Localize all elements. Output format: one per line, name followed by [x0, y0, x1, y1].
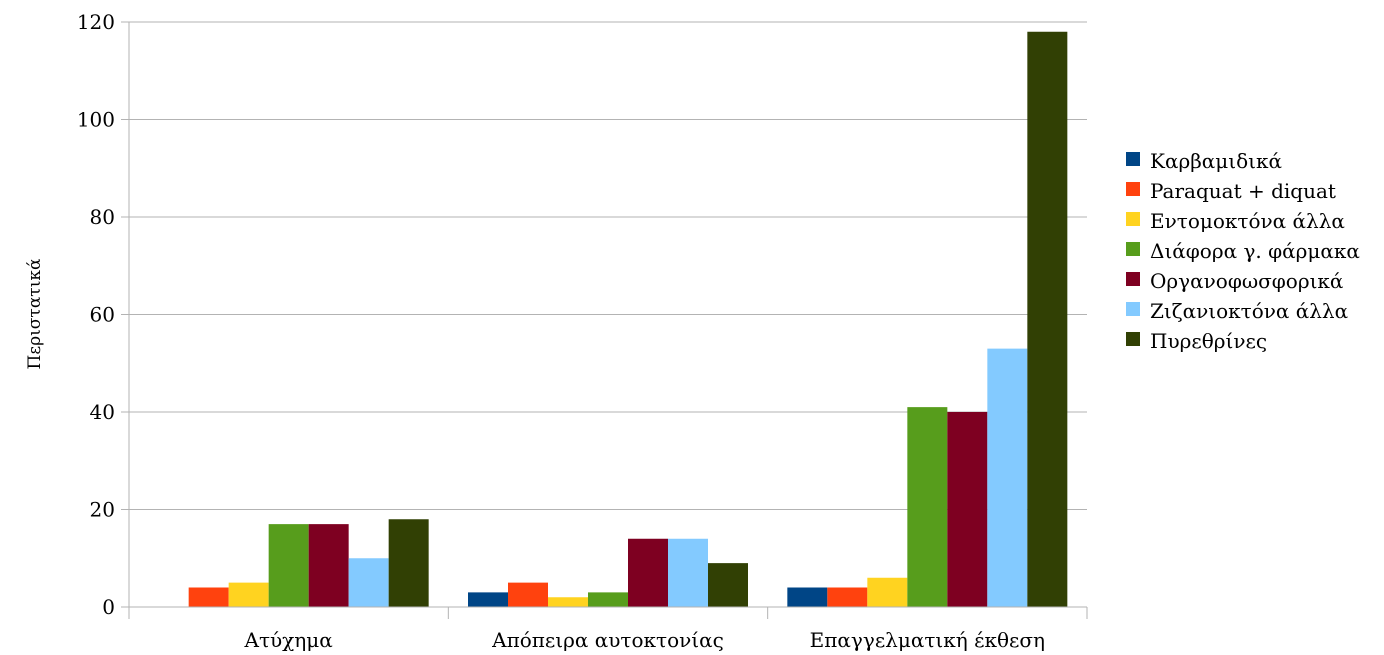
bar-6-2 — [668, 538, 708, 607]
bar-3-1 — [228, 582, 269, 607]
x-category-label: Ατύχημα — [244, 628, 333, 652]
axes — [128, 22, 1088, 619]
y-tick-label: 0 — [102, 595, 115, 619]
y-axis-title: Περιστατικά — [25, 258, 45, 369]
legend-swatch — [1126, 332, 1140, 346]
bar-5-1 — [308, 524, 349, 607]
legend-swatch — [1126, 212, 1140, 226]
legend-swatch — [1126, 182, 1140, 196]
bar-7-2 — [708, 563, 748, 607]
legend-label: Paraquat + diquat — [1150, 179, 1336, 203]
legend-label: Καρβαμιδικά — [1150, 149, 1282, 173]
legend-swatch — [1126, 272, 1140, 286]
bar-5-2 — [628, 538, 668, 607]
legend-label: Εντομοκτόνα άλλα — [1150, 209, 1345, 233]
legend-swatch — [1126, 302, 1140, 316]
bar-2-1 — [188, 587, 229, 607]
x-category-label: Επαγγελματική έκθεση — [810, 628, 1045, 652]
bar-1-3 — [787, 587, 828, 607]
bar-2-3 — [827, 587, 868, 607]
y-tick-label: 80 — [90, 205, 115, 229]
legend-swatch — [1126, 242, 1140, 256]
legend-label: Ζιζανιοκτόνα άλλα — [1150, 299, 1348, 323]
bar-3-2 — [548, 597, 588, 607]
x-category-label: Απόπειρα αυτοκτονίας — [491, 628, 724, 652]
bar-4-3 — [907, 407, 948, 607]
bar-6-1 — [348, 558, 389, 607]
bar-2-2 — [508, 582, 548, 607]
bar-4-2 — [588, 592, 628, 607]
y-tick-label: 20 — [90, 498, 115, 522]
bar-1-2 — [468, 592, 508, 607]
gridlines — [121, 21, 1087, 608]
y-tick-label: 40 — [90, 400, 115, 424]
x-axis-category-labels: Ατύχημα Απόπειρα αυτοκτονίας Επαγγελματική… — [244, 628, 1045, 652]
y-tick-label: 120 — [77, 10, 115, 34]
bar-7-3 — [1027, 31, 1068, 607]
y-tick-label: 100 — [77, 108, 115, 132]
bar-7-1 — [388, 519, 429, 607]
bars — [188, 31, 1068, 607]
y-axis-tick-labels: 0 20 40 60 80 100 120 — [77, 10, 115, 619]
y-tick-label: 60 — [90, 303, 115, 327]
bar-3-3 — [867, 577, 908, 607]
legend-label: Πυρεθρίνες — [1150, 329, 1267, 353]
bar-4-1 — [268, 524, 309, 607]
legend-label: Οργανοφωσφορικά — [1150, 269, 1343, 293]
bar-5-3 — [947, 412, 988, 607]
legend: Καρβαμιδικά Paraquat + diquat Εντομοκτόνα … — [1126, 149, 1360, 353]
legend-swatch — [1126, 152, 1140, 166]
legend-label: Διάφορα γ. φάρμακα — [1150, 239, 1360, 263]
bar-6-3 — [987, 348, 1028, 607]
